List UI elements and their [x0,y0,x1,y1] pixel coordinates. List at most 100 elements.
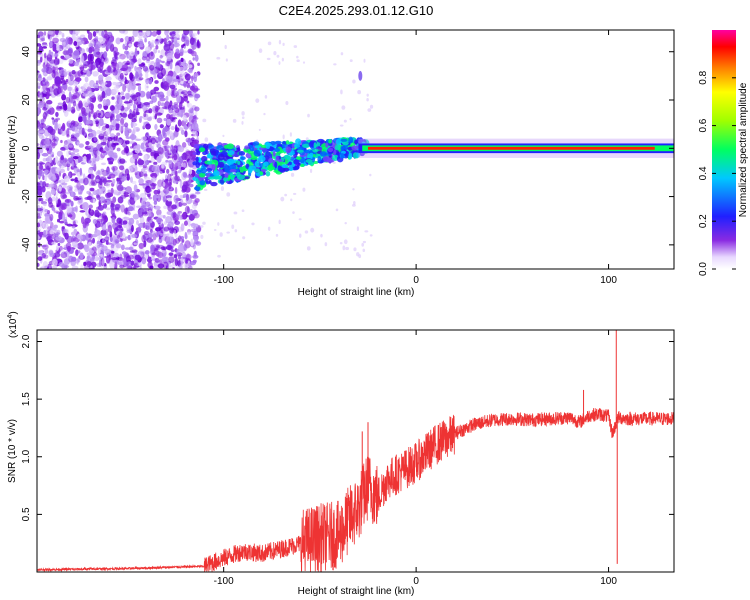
noise-speck [163,37,167,45]
noise-speck [68,255,74,263]
noise-speck [278,61,281,65]
noise-speck [117,56,123,60]
signal-speck [210,150,217,156]
noise-speck [192,57,195,61]
noise-speck [122,83,127,92]
noise-speck [42,93,47,97]
noise-speck [188,103,193,110]
noise-speck [255,98,260,103]
noise-speck [137,152,143,157]
colorbar-tick-label: 0.4 [698,166,709,180]
noise-speck [165,95,169,102]
noise-speck [163,226,170,232]
noise-speck [115,37,121,45]
noise-speck [125,223,130,231]
noise-speck [71,173,76,176]
noise-speck [196,40,202,49]
noise-speck [112,259,119,264]
noise-speck [196,136,199,143]
noise-speck [55,245,59,251]
noise-speck [67,86,72,92]
noise-speck [37,130,45,134]
noise-speck [43,169,49,174]
noise-speck [150,51,154,57]
noise-speck [86,195,93,200]
noise-speck [37,43,42,47]
noise-speck [119,123,124,132]
noise-speck [73,41,78,47]
noise-speck [146,91,151,99]
noise-speck [89,249,95,254]
noise-speck [98,118,104,127]
noise-speck [107,189,111,194]
noise-speck [332,161,336,164]
noise-speck [92,198,96,204]
noise-speck [37,256,43,261]
noise-speck [37,70,40,74]
noise-speck [233,211,238,215]
noise-speck [143,173,148,177]
noise-speck [351,204,356,207]
noise-speck [80,34,86,38]
noise-speck [157,251,164,259]
signal-speck [195,169,202,174]
noise-speck [189,260,197,266]
noise-speck [103,51,108,59]
signal-speck [196,150,201,156]
noise-speck [44,215,49,224]
noise-speck [111,250,115,254]
noise-speck [166,113,171,120]
noise-speck [134,263,138,266]
noise-speck [179,48,184,55]
noise-speck [38,170,45,177]
noise-speck [100,150,107,154]
noise-speck [105,124,110,129]
noise-speck [109,104,115,111]
signal-speck [195,161,201,169]
noise-speck [176,95,181,104]
noise-speck [150,61,155,65]
noise-speck [119,180,122,186]
colorbar: 0.0 0.2 0.4 0.6 0.8 Normalized spectral ampl… [698,30,749,276]
noise-speck [87,134,92,140]
noise-speck [172,266,175,269]
noise-speck [169,226,175,235]
noise-speck [109,105,116,111]
noise-speck [57,198,61,206]
noise-speck [124,79,130,85]
noise-speck [74,130,80,138]
noise-speck [55,167,61,172]
noise-speck [52,173,56,181]
noise-speck [164,126,168,130]
noise-speck [156,61,161,68]
noise-speck [140,142,145,150]
noise-speck [97,94,103,103]
noise-speck [324,242,328,247]
noise-speck [42,157,47,162]
noise-speck [241,111,245,116]
noise-speck [175,48,180,54]
noise-speck [352,188,355,191]
noise-speck [345,246,350,251]
noise-speck [67,213,73,218]
noise-speck [87,173,95,179]
colorbar-tick-label: 0.8 [698,70,709,84]
noise-speck [166,61,171,67]
noise-speck [124,40,128,46]
noise-speck [112,88,119,94]
noise-speck [110,207,115,216]
noise-speck [65,78,69,82]
noise-speck [66,185,73,191]
signal-speck [340,153,345,159]
noise-speck [92,218,98,225]
noise-speck [167,204,174,212]
noise-speck [88,167,94,175]
noise-speck [335,208,339,212]
noise-speck [37,102,45,109]
noise-speck [144,222,150,228]
noise-speck [165,159,169,163]
signal-speck [291,142,296,149]
noise-speck [125,186,132,194]
noise-speck [45,243,49,247]
noise-speck [70,237,74,243]
